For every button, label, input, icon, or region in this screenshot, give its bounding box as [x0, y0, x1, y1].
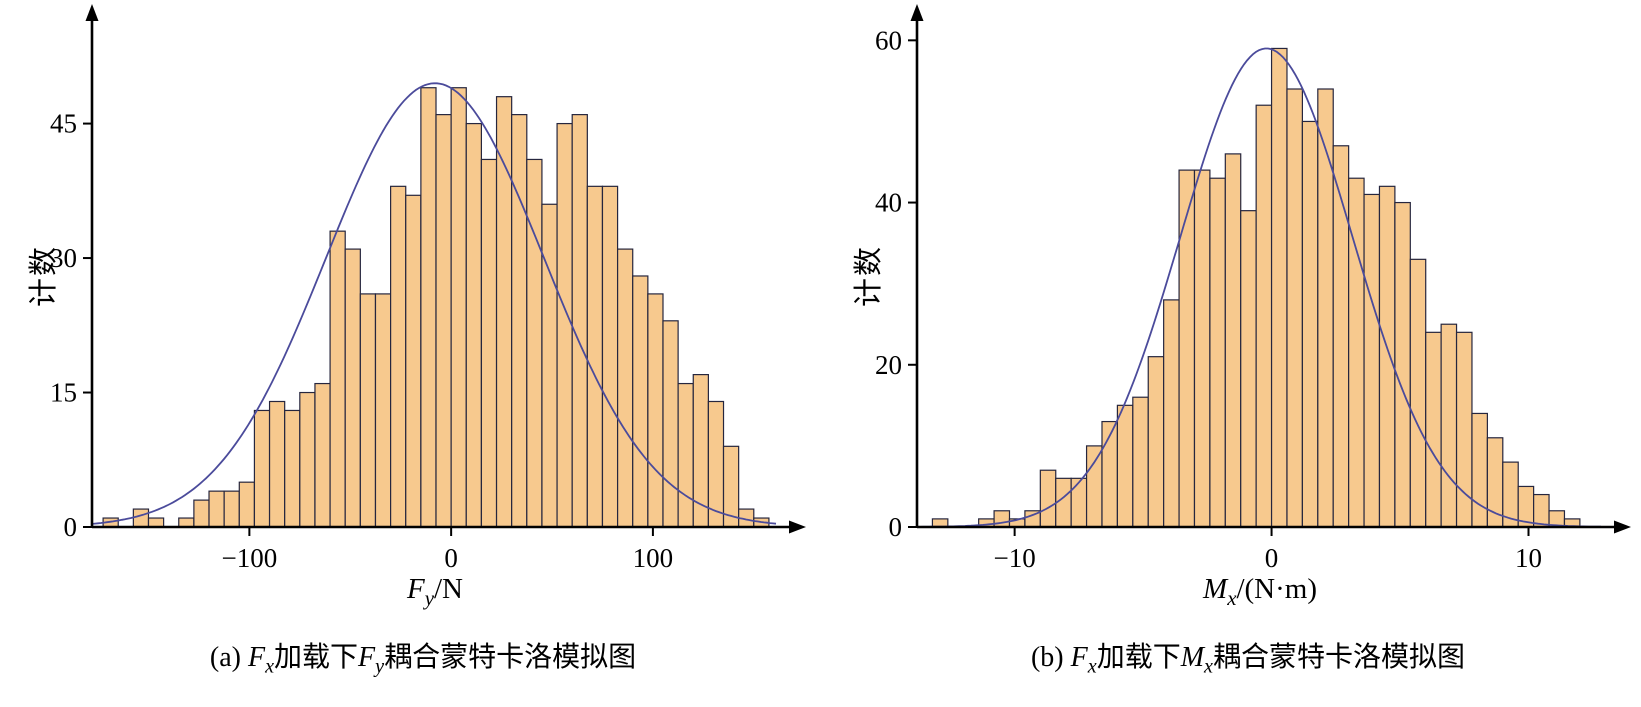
caption-b-prefix: (b): [1030, 642, 1071, 673]
caption-a-var1: F: [247, 642, 266, 673]
svg-text:45: 45: [50, 109, 77, 139]
svg-text:10: 10: [1515, 543, 1542, 573]
caption-b-sub1: x: [1087, 655, 1097, 678]
y-axis-label-b: 计数: [853, 244, 886, 308]
histogram-b-svg: −10 0 10 0 20 40 60: [875, 4, 1631, 573]
x-axis-unit-a: /N: [433, 573, 463, 605]
svg-text:0: 0: [889, 512, 903, 542]
svg-text:−100: −100: [222, 543, 278, 573]
caption-a-var2: F: [358, 642, 376, 673]
x-axis-var-sub-b: x: [1227, 585, 1237, 610]
caption-a-prefix: (a): [209, 642, 248, 673]
histogram-a-svg: −100 0 100 0 15 30 45: [50, 4, 806, 573]
svg-text:60: 60: [875, 25, 902, 55]
x-axis-label-b: Mx/(N·m): [833, 569, 1633, 610]
svg-text:0: 0: [444, 543, 458, 573]
caption-a-suffix: 耦合蒙特卡洛模拟图: [384, 642, 637, 673]
x-axis-var-sub-a: y: [424, 585, 434, 610]
x-axis-unit-b: /(N·m): [1236, 573, 1317, 605]
plot-area-b: −10 0 10 0 20 40 60 计数: [833, 0, 1633, 575]
svg-text:40: 40: [875, 188, 902, 218]
caption-b-var2: M: [1180, 642, 1205, 673]
svg-text:20: 20: [875, 350, 902, 380]
svg-text:−10: −10: [994, 543, 1036, 573]
caption-b: (b) Fx加载下Mx耦合蒙特卡洛模拟图: [833, 635, 1633, 679]
svg-text:0: 0: [1265, 543, 1279, 573]
caption-b-suffix: 耦合蒙特卡洛模拟图: [1213, 642, 1466, 673]
caption-a-mid: 加载下: [274, 642, 359, 673]
caption-b-var1: F: [1070, 642, 1088, 673]
caption-b-mid: 加载下: [1096, 642, 1181, 673]
svg-text:30: 30: [50, 243, 77, 273]
figure-a: −100 0 100 0 15 30 45 计数 Fy/N (a) Fx加载下Fy耦合蒙特卡…: [8, 0, 808, 679]
caption-a: (a) Fx加载下Fy耦合蒙特卡洛模拟图: [8, 635, 808, 679]
figure-row: −100 0 100 0 15 30 45 计数 Fy/N (a) Fx加载下Fy耦合蒙特卡…: [8, 0, 1633, 679]
x-axis-label-a: Fy/N: [8, 569, 808, 610]
y-axis-label-a: 计数: [28, 244, 61, 308]
x-axis-var-b: M: [1203, 573, 1228, 605]
svg-text:0: 0: [64, 512, 78, 542]
caption-b-sub2: x: [1204, 655, 1213, 678]
plot-area-a: −100 0 100 0 15 30 45 计数: [8, 0, 808, 575]
svg-text:100: 100: [633, 543, 674, 573]
caption-a-sub2: y: [375, 655, 385, 678]
figure-b: −10 0 10 0 20 40 60 计数 Mx/(N·m) (b) Fx加载下Mx耦合蒙…: [833, 0, 1633, 679]
caption-a-sub1: x: [265, 655, 275, 678]
svg-text:15: 15: [50, 378, 77, 408]
x-axis-var-a: F: [407, 573, 425, 605]
